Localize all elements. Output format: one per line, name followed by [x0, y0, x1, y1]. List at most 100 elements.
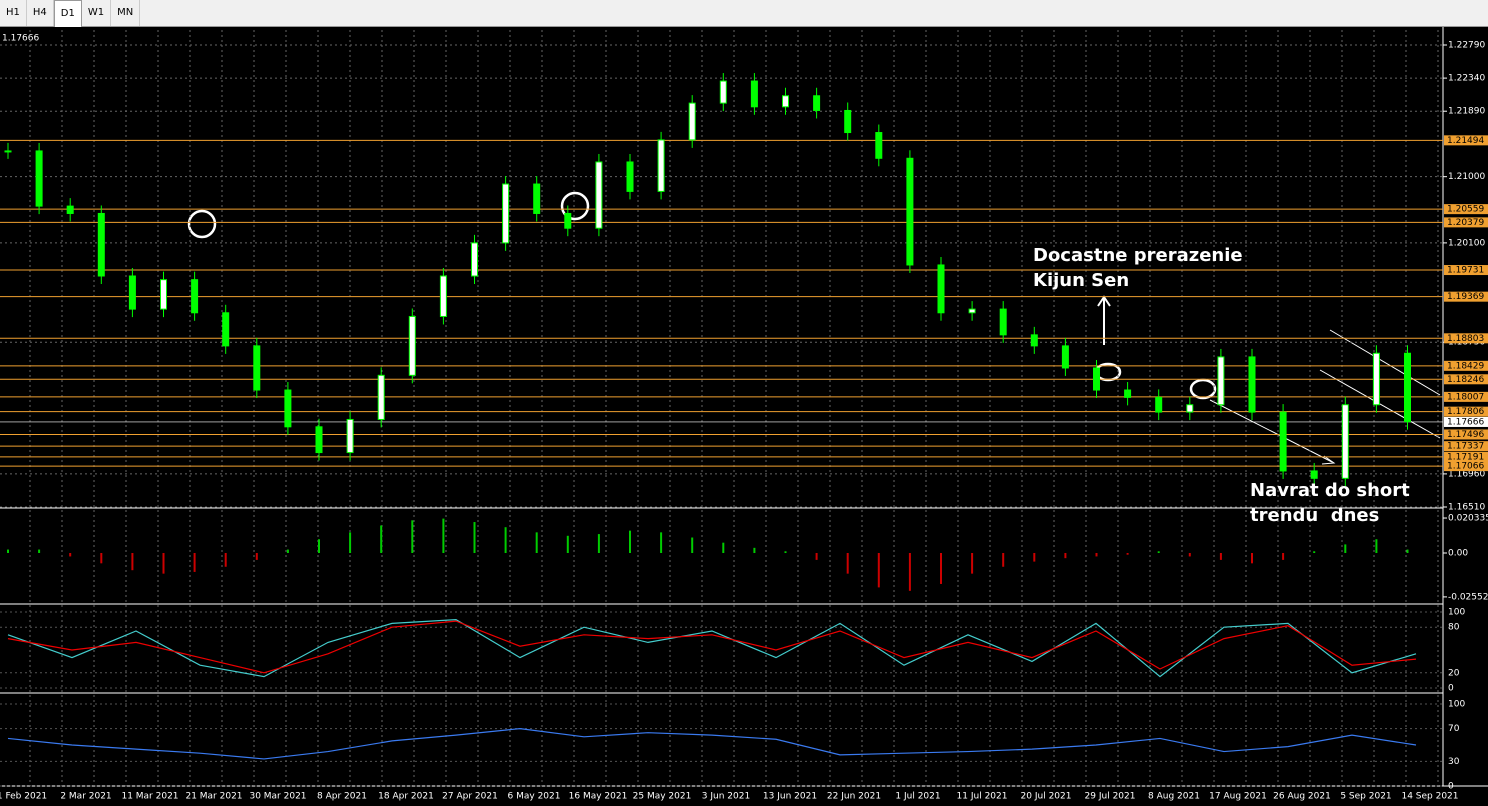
toolbar: H1 H4 D1 W1 MN — [0, 0, 1488, 27]
macd-bar — [1095, 553, 1098, 557]
timeframe-tab[interactable]: H1 — [0, 0, 27, 26]
price-tick-label: 1.21000 — [1448, 172, 1485, 182]
candle — [937, 264, 945, 314]
candle — [906, 157, 914, 266]
level-box — [1444, 374, 1488, 385]
date-label: 22 Jun 2021 — [827, 792, 881, 802]
macd-bar — [877, 553, 880, 588]
macd-bar — [846, 553, 849, 574]
level-box — [1444, 429, 1488, 440]
macd-bar — [1313, 551, 1316, 553]
candle — [875, 132, 883, 159]
candle — [564, 212, 572, 229]
macd-bar — [442, 518, 445, 553]
macd-bar — [224, 553, 227, 567]
candle — [1341, 404, 1349, 479]
level-label: 1.18429 — [1447, 361, 1484, 371]
level-box — [1444, 291, 1488, 302]
date-label: 25 May 2021 — [633, 792, 692, 802]
candle — [533, 183, 541, 214]
arrow-head — [1321, 455, 1336, 465]
macd-bar — [38, 549, 41, 553]
corner-price: 1.17666 — [2, 34, 39, 44]
candle — [35, 150, 43, 207]
price-tick-label: 1.22340 — [1448, 74, 1485, 84]
candle — [1248, 356, 1256, 413]
macd-bar — [722, 542, 725, 553]
timeframe-tab[interactable]: D1 — [53, 0, 82, 27]
trend-line — [1329, 329, 1441, 396]
annotation: trendu dnes — [1250, 505, 1379, 526]
macd-bar — [629, 530, 631, 553]
timeframe-tab[interactable]: H4 — [27, 0, 54, 26]
level-box — [1444, 451, 1488, 462]
candle — [1372, 352, 1380, 406]
candle — [1186, 404, 1194, 413]
macd-bar — [784, 551, 787, 553]
candle — [408, 315, 416, 376]
date-label: 29 Jul 2021 — [1085, 792, 1136, 802]
annotation: Navrat do short — [1250, 480, 1410, 501]
macd-bar — [255, 553, 258, 560]
date-label: 20 Jul 2021 — [1021, 792, 1072, 802]
macd-bar — [1251, 553, 1253, 564]
candle — [502, 183, 510, 244]
level-label: 1.17337 — [1447, 442, 1484, 452]
candle — [284, 389, 292, 428]
macd-bar — [100, 553, 103, 564]
date-label: 1 Feb 2021 — [0, 792, 47, 802]
candle — [1310, 470, 1318, 479]
stochastic-line — [7, 618, 1417, 678]
date-label: 26 Aug 2021 — [1273, 792, 1331, 802]
candle — [66, 205, 74, 214]
macd-bar — [69, 553, 72, 557]
date-label: 8 Aug 2021 — [1148, 792, 1200, 802]
macd-bar — [908, 553, 911, 591]
level-box — [1444, 333, 1488, 344]
price-tick-label: 1.16960 — [1448, 469, 1485, 479]
candle — [1279, 411, 1287, 472]
macd-bar — [1002, 553, 1005, 567]
candle — [968, 308, 976, 314]
timeframe-tab[interactable]: W1 — [82, 0, 112, 26]
macd-bar — [193, 553, 196, 572]
macd-bar — [1282, 553, 1285, 560]
level-label: 1.20559 — [1447, 205, 1484, 215]
candle — [315, 426, 323, 454]
osc-tick-label: 30 — [1448, 757, 1460, 767]
candle — [750, 80, 758, 108]
candle — [595, 161, 603, 229]
level-box — [1444, 265, 1488, 276]
current-price-box — [1444, 416, 1488, 427]
trend-line — [1319, 369, 1441, 439]
candle — [253, 345, 261, 391]
osc-tick-label: 0 — [1448, 684, 1454, 694]
macd-bar — [1188, 553, 1191, 557]
level-label: 1.19731 — [1447, 266, 1484, 276]
macd-bar — [815, 553, 818, 560]
current-price-label: 1.17666 — [1447, 417, 1484, 427]
timeframe-tab[interactable]: MN — [111, 0, 141, 26]
macd-bar — [473, 522, 476, 553]
candle — [439, 275, 447, 317]
macd-bar — [971, 553, 974, 574]
date-label: 27 Apr 2021 — [442, 792, 498, 802]
date-label: 5 Sep 2021 — [1340, 792, 1391, 802]
date-label: 16 May 2021 — [569, 792, 628, 802]
osc-tick-label: 100 — [1448, 608, 1465, 618]
macd-bar — [380, 525, 383, 553]
price-tick-label: 1.20100 — [1448, 238, 1485, 248]
candle — [657, 139, 665, 192]
macd-bar — [566, 535, 569, 553]
macd-bar — [162, 553, 165, 574]
level-box — [1444, 135, 1488, 146]
date-label: 18 Apr 2021 — [378, 792, 434, 802]
macd-bar — [286, 549, 289, 553]
candle — [160, 279, 167, 310]
rsi-line — [7, 727, 1417, 760]
macd-bar — [1219, 553, 1222, 560]
date-label: 11 Jul 2021 — [957, 792, 1008, 802]
candle — [191, 279, 199, 314]
macd-bar — [349, 532, 352, 553]
